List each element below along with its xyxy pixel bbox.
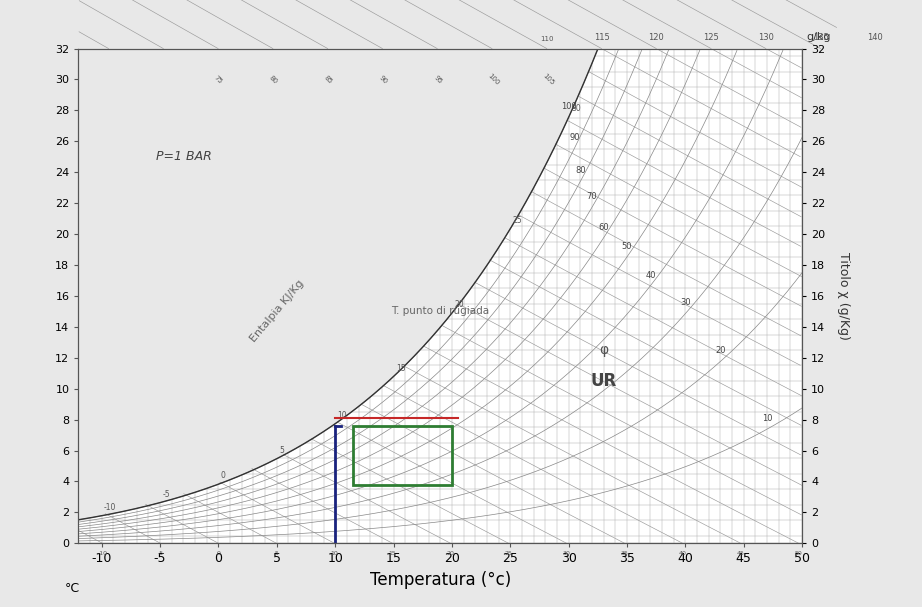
Text: P=1 BAR: P=1 BAR <box>156 151 211 163</box>
Text: 80: 80 <box>575 166 585 175</box>
Text: 35: 35 <box>621 551 629 556</box>
Text: 95: 95 <box>432 74 443 85</box>
Text: 120: 120 <box>648 33 664 42</box>
Text: φ: φ <box>599 343 609 357</box>
Text: 20: 20 <box>446 551 455 556</box>
Text: 80: 80 <box>267 74 278 85</box>
Text: °C: °C <box>65 582 80 595</box>
Text: 130: 130 <box>758 33 774 42</box>
Bar <box>353 426 452 484</box>
Text: -5: -5 <box>162 490 170 499</box>
Text: 30: 30 <box>680 299 691 307</box>
Text: T. punto di rugiada: T. punto di rugiada <box>391 307 490 316</box>
Text: 105: 105 <box>541 73 555 86</box>
Text: 25: 25 <box>513 216 522 225</box>
Text: Entalpia KJ/Kg: Entalpia KJ/Kg <box>248 279 305 344</box>
Text: 10: 10 <box>337 411 348 420</box>
X-axis label: Temperatura (°c): Temperatura (°c) <box>370 571 511 589</box>
Text: 60: 60 <box>598 223 609 231</box>
Text: 10: 10 <box>762 414 773 423</box>
Text: 20: 20 <box>455 300 464 309</box>
Text: 25: 25 <box>504 551 513 556</box>
Text: 50: 50 <box>621 242 632 251</box>
Text: 75: 75 <box>213 74 223 85</box>
Text: 90: 90 <box>569 133 580 142</box>
Text: 10: 10 <box>331 551 338 556</box>
Text: 100: 100 <box>486 73 500 86</box>
Text: g/kg: g/kg <box>807 32 832 42</box>
Text: 5: 5 <box>279 446 284 455</box>
Text: 40: 40 <box>679 551 687 556</box>
Text: 125: 125 <box>703 33 719 42</box>
Text: 15: 15 <box>396 364 406 373</box>
Text: 45: 45 <box>737 551 745 556</box>
Text: -10: -10 <box>104 503 116 512</box>
Text: 0: 0 <box>217 551 220 556</box>
Text: 40: 40 <box>645 271 656 280</box>
Text: 115: 115 <box>594 33 609 42</box>
Text: -10: -10 <box>98 551 108 556</box>
Text: 30: 30 <box>562 551 571 556</box>
Text: 85: 85 <box>323 74 334 85</box>
Polygon shape <box>78 49 802 543</box>
Text: UR: UR <box>591 372 617 390</box>
Text: 30: 30 <box>571 104 581 114</box>
Text: 90: 90 <box>378 74 388 85</box>
Text: 110: 110 <box>540 36 553 42</box>
Y-axis label: Titolo χ (g/Kg): Titolo χ (g/Kg) <box>837 252 850 340</box>
Polygon shape <box>78 49 802 520</box>
Text: 0: 0 <box>220 471 226 480</box>
Text: -5: -5 <box>158 551 163 556</box>
Text: 20: 20 <box>715 346 726 355</box>
Text: 50: 50 <box>795 551 802 556</box>
Text: 100: 100 <box>561 102 576 111</box>
Text: 140: 140 <box>868 33 883 42</box>
Text: 135: 135 <box>812 33 829 42</box>
Text: 70: 70 <box>586 192 597 201</box>
Text: 15: 15 <box>389 551 396 556</box>
Text: 5: 5 <box>275 551 278 556</box>
